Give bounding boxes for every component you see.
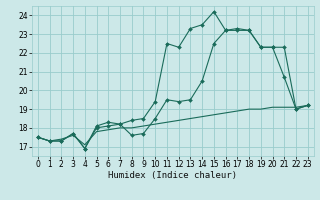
X-axis label: Humidex (Indice chaleur): Humidex (Indice chaleur) bbox=[108, 171, 237, 180]
